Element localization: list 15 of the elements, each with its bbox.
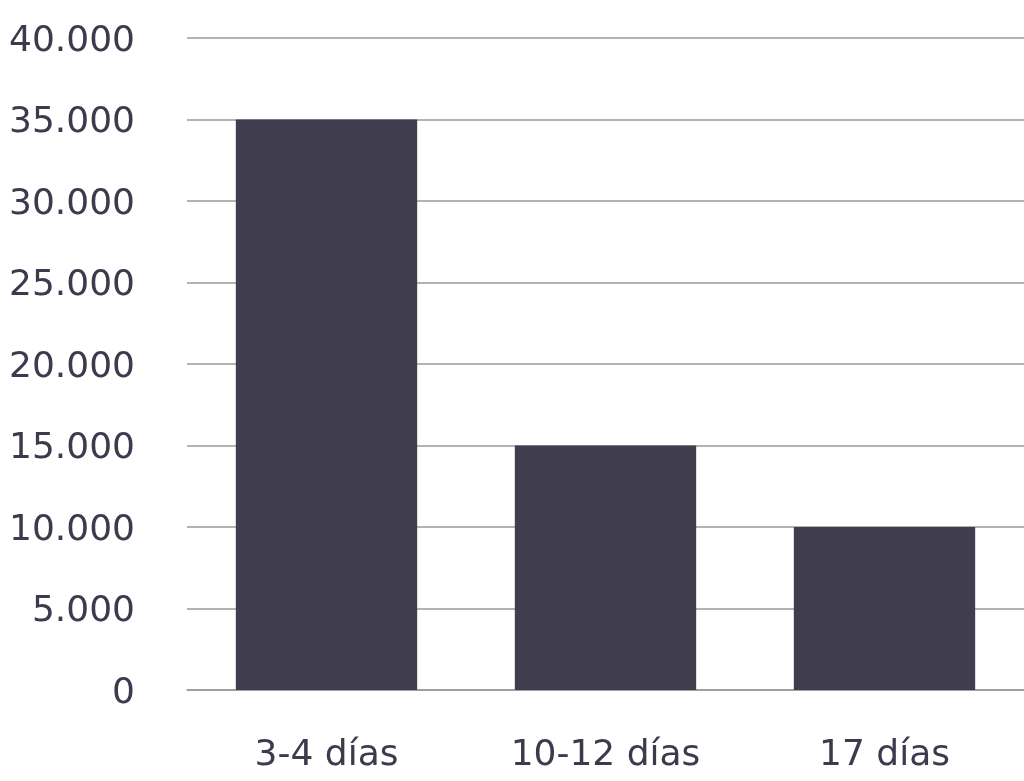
y-tick-label: 20.000	[9, 343, 135, 385]
x-tick-label: 10-12 días	[510, 731, 701, 773]
y-tick-label: 25.000	[9, 262, 135, 303]
y-tick-label: 35.000	[9, 99, 135, 140]
bar	[235, 119, 418, 690]
bar	[514, 445, 697, 690]
x-tick-label: 3-4 días	[254, 731, 399, 773]
y-tick-label: 0	[112, 669, 135, 711]
y-tick-label: 40.000	[9, 17, 135, 59]
bar	[793, 527, 976, 690]
y-tick-label: 30.000	[9, 180, 135, 222]
y-tick-label: 15.000	[9, 425, 135, 466]
x-tick-label: 17 días	[819, 731, 950, 773]
y-tick-label: 10.000	[9, 506, 135, 548]
y-tick-label: 5.000	[31, 588, 135, 629]
